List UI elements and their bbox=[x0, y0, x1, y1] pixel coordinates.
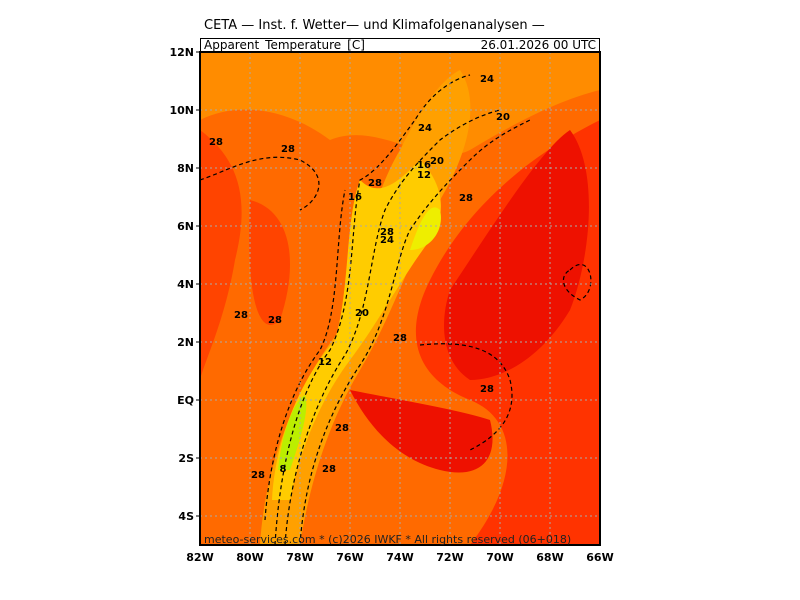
gridlines bbox=[200, 52, 600, 545]
contour-label: 28 bbox=[368, 178, 382, 189]
lon-label: 72W bbox=[436, 551, 463, 564]
contour-label: 12 bbox=[417, 170, 431, 181]
variable-name: Apparent_Temperature_[C] bbox=[204, 38, 365, 52]
field-hot-west bbox=[200, 130, 242, 380]
contour-lines bbox=[200, 74, 592, 545]
lat-label: 2N bbox=[177, 336, 194, 349]
contour-label: 28 bbox=[209, 137, 223, 148]
lon-label: 80W bbox=[236, 551, 263, 564]
field-hot-west2 bbox=[249, 200, 290, 325]
contour-label: 28 bbox=[335, 423, 349, 434]
contour-label: 28 bbox=[380, 227, 394, 238]
field-hottest-south bbox=[350, 390, 493, 473]
contour-label: 28 bbox=[251, 470, 265, 481]
contour-label: 28 bbox=[393, 333, 407, 344]
copyright-footer: meteo-services.com * (c)2026 IWKF * All … bbox=[204, 533, 572, 546]
lat-label: 4S bbox=[178, 510, 194, 523]
contour-label: 24 bbox=[480, 74, 494, 85]
contour-label: 20 bbox=[496, 112, 510, 123]
lat-label: 4N bbox=[177, 278, 194, 291]
lat-label: 2S bbox=[178, 452, 194, 465]
field-cool-core bbox=[410, 207, 441, 250]
contour-label: 24 bbox=[418, 123, 432, 134]
lon-label: 66W bbox=[586, 551, 613, 564]
axis-labels: 12N 10N 8N 6N 4N 2N EQ 2S 4S 82W 80W 78W 76W 74W 72W 70… bbox=[169, 46, 613, 564]
valid-time: 26.01.2026 00 UTC bbox=[480, 38, 596, 52]
lon-label: 82W bbox=[186, 551, 213, 564]
contour-label: 12 bbox=[318, 357, 332, 368]
lon-label: 78W bbox=[286, 551, 313, 564]
lon-label: 74W bbox=[386, 551, 413, 564]
contour-label: 28 bbox=[268, 315, 282, 326]
contour-label: 8 bbox=[280, 464, 287, 475]
chart-title: CETA — Inst. f. Wetter— und Klimafolgena… bbox=[204, 18, 545, 33]
contour-label: 28 bbox=[480, 384, 494, 395]
field-hottest-east bbox=[444, 130, 589, 380]
lat-label: EQ bbox=[177, 394, 194, 407]
lat-label: 10N bbox=[169, 104, 194, 117]
info-bar: Apparent_Temperature_[C] 26.01.2026 00 U… bbox=[200, 38, 600, 52]
map-frame bbox=[199, 51, 601, 546]
lat-label: 8N bbox=[177, 162, 194, 175]
lat-label: 6N bbox=[177, 220, 194, 233]
contour-label: 24 bbox=[380, 235, 394, 246]
lon-label: 68W bbox=[536, 551, 563, 564]
contour-label: 20 bbox=[430, 156, 444, 167]
contour-label: 28 bbox=[459, 193, 473, 204]
lon-label: 76W bbox=[336, 551, 363, 564]
contour-label: 28 bbox=[322, 464, 336, 475]
contour-label: 28 bbox=[281, 144, 295, 155]
lon-label: 70W bbox=[486, 551, 513, 564]
contour-label: 20 bbox=[355, 308, 369, 319]
contour-label: 16 bbox=[417, 160, 431, 171]
contour-label: 16 bbox=[348, 192, 362, 203]
contour-label: 28 bbox=[234, 310, 248, 321]
lat-label: 12N bbox=[169, 46, 194, 59]
